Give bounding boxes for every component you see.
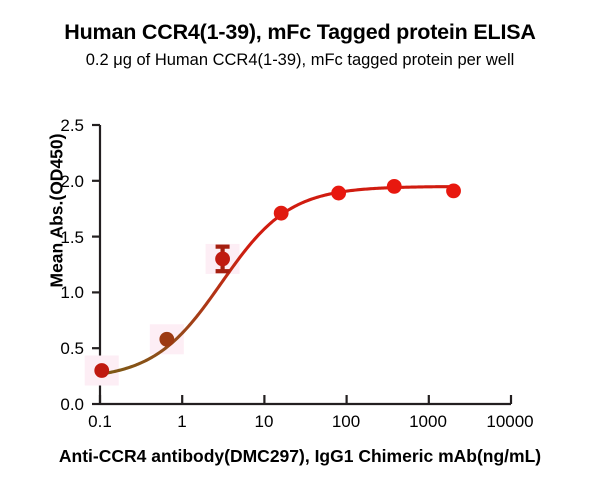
x-tick-label: 10 (254, 412, 274, 431)
chart-subtitle: 0.2 μg of Human CCR4(1-39), mFc tagged p… (85, 51, 515, 69)
data-markers (94, 178, 461, 378)
x-tick-label: 0.1 (88, 412, 112, 431)
x-tick-label: 1 (177, 412, 187, 431)
y-axis-ticks (92, 123, 100, 406)
y-tick-label: 2.5 (60, 116, 84, 135)
data-point-marker (159, 331, 175, 347)
data-point-marker (94, 363, 110, 378)
y-tick-label: 1.5 (60, 228, 84, 247)
chart-title: Human CCR4(1-39), mFc Tagged protein ELI… (64, 20, 536, 44)
y-tick-label: 1.0 (60, 283, 84, 302)
x-tick-label: 1000 (409, 412, 447, 431)
y-tick-label: 0.0 (60, 395, 84, 414)
data-point-marker (446, 183, 461, 199)
data-point-marker (273, 205, 289, 221)
data-point-marker (331, 185, 347, 201)
axis-lines (98, 125, 511, 406)
data-point-marker (386, 178, 402, 194)
x-axis-ticks (98, 395, 513, 404)
y-tick-label: 2.0 (60, 172, 84, 191)
x-tick-label: 100 (331, 412, 361, 431)
data-point-marker (215, 251, 230, 267)
marker-halos (84, 243, 240, 386)
y-tick-label: 0.5 (60, 339, 84, 358)
x-tick-label: 10000 (486, 412, 534, 431)
x-axis-label: Anti-CCR4 antibody(DMC297), IgG1 Chimeri… (58, 446, 542, 466)
